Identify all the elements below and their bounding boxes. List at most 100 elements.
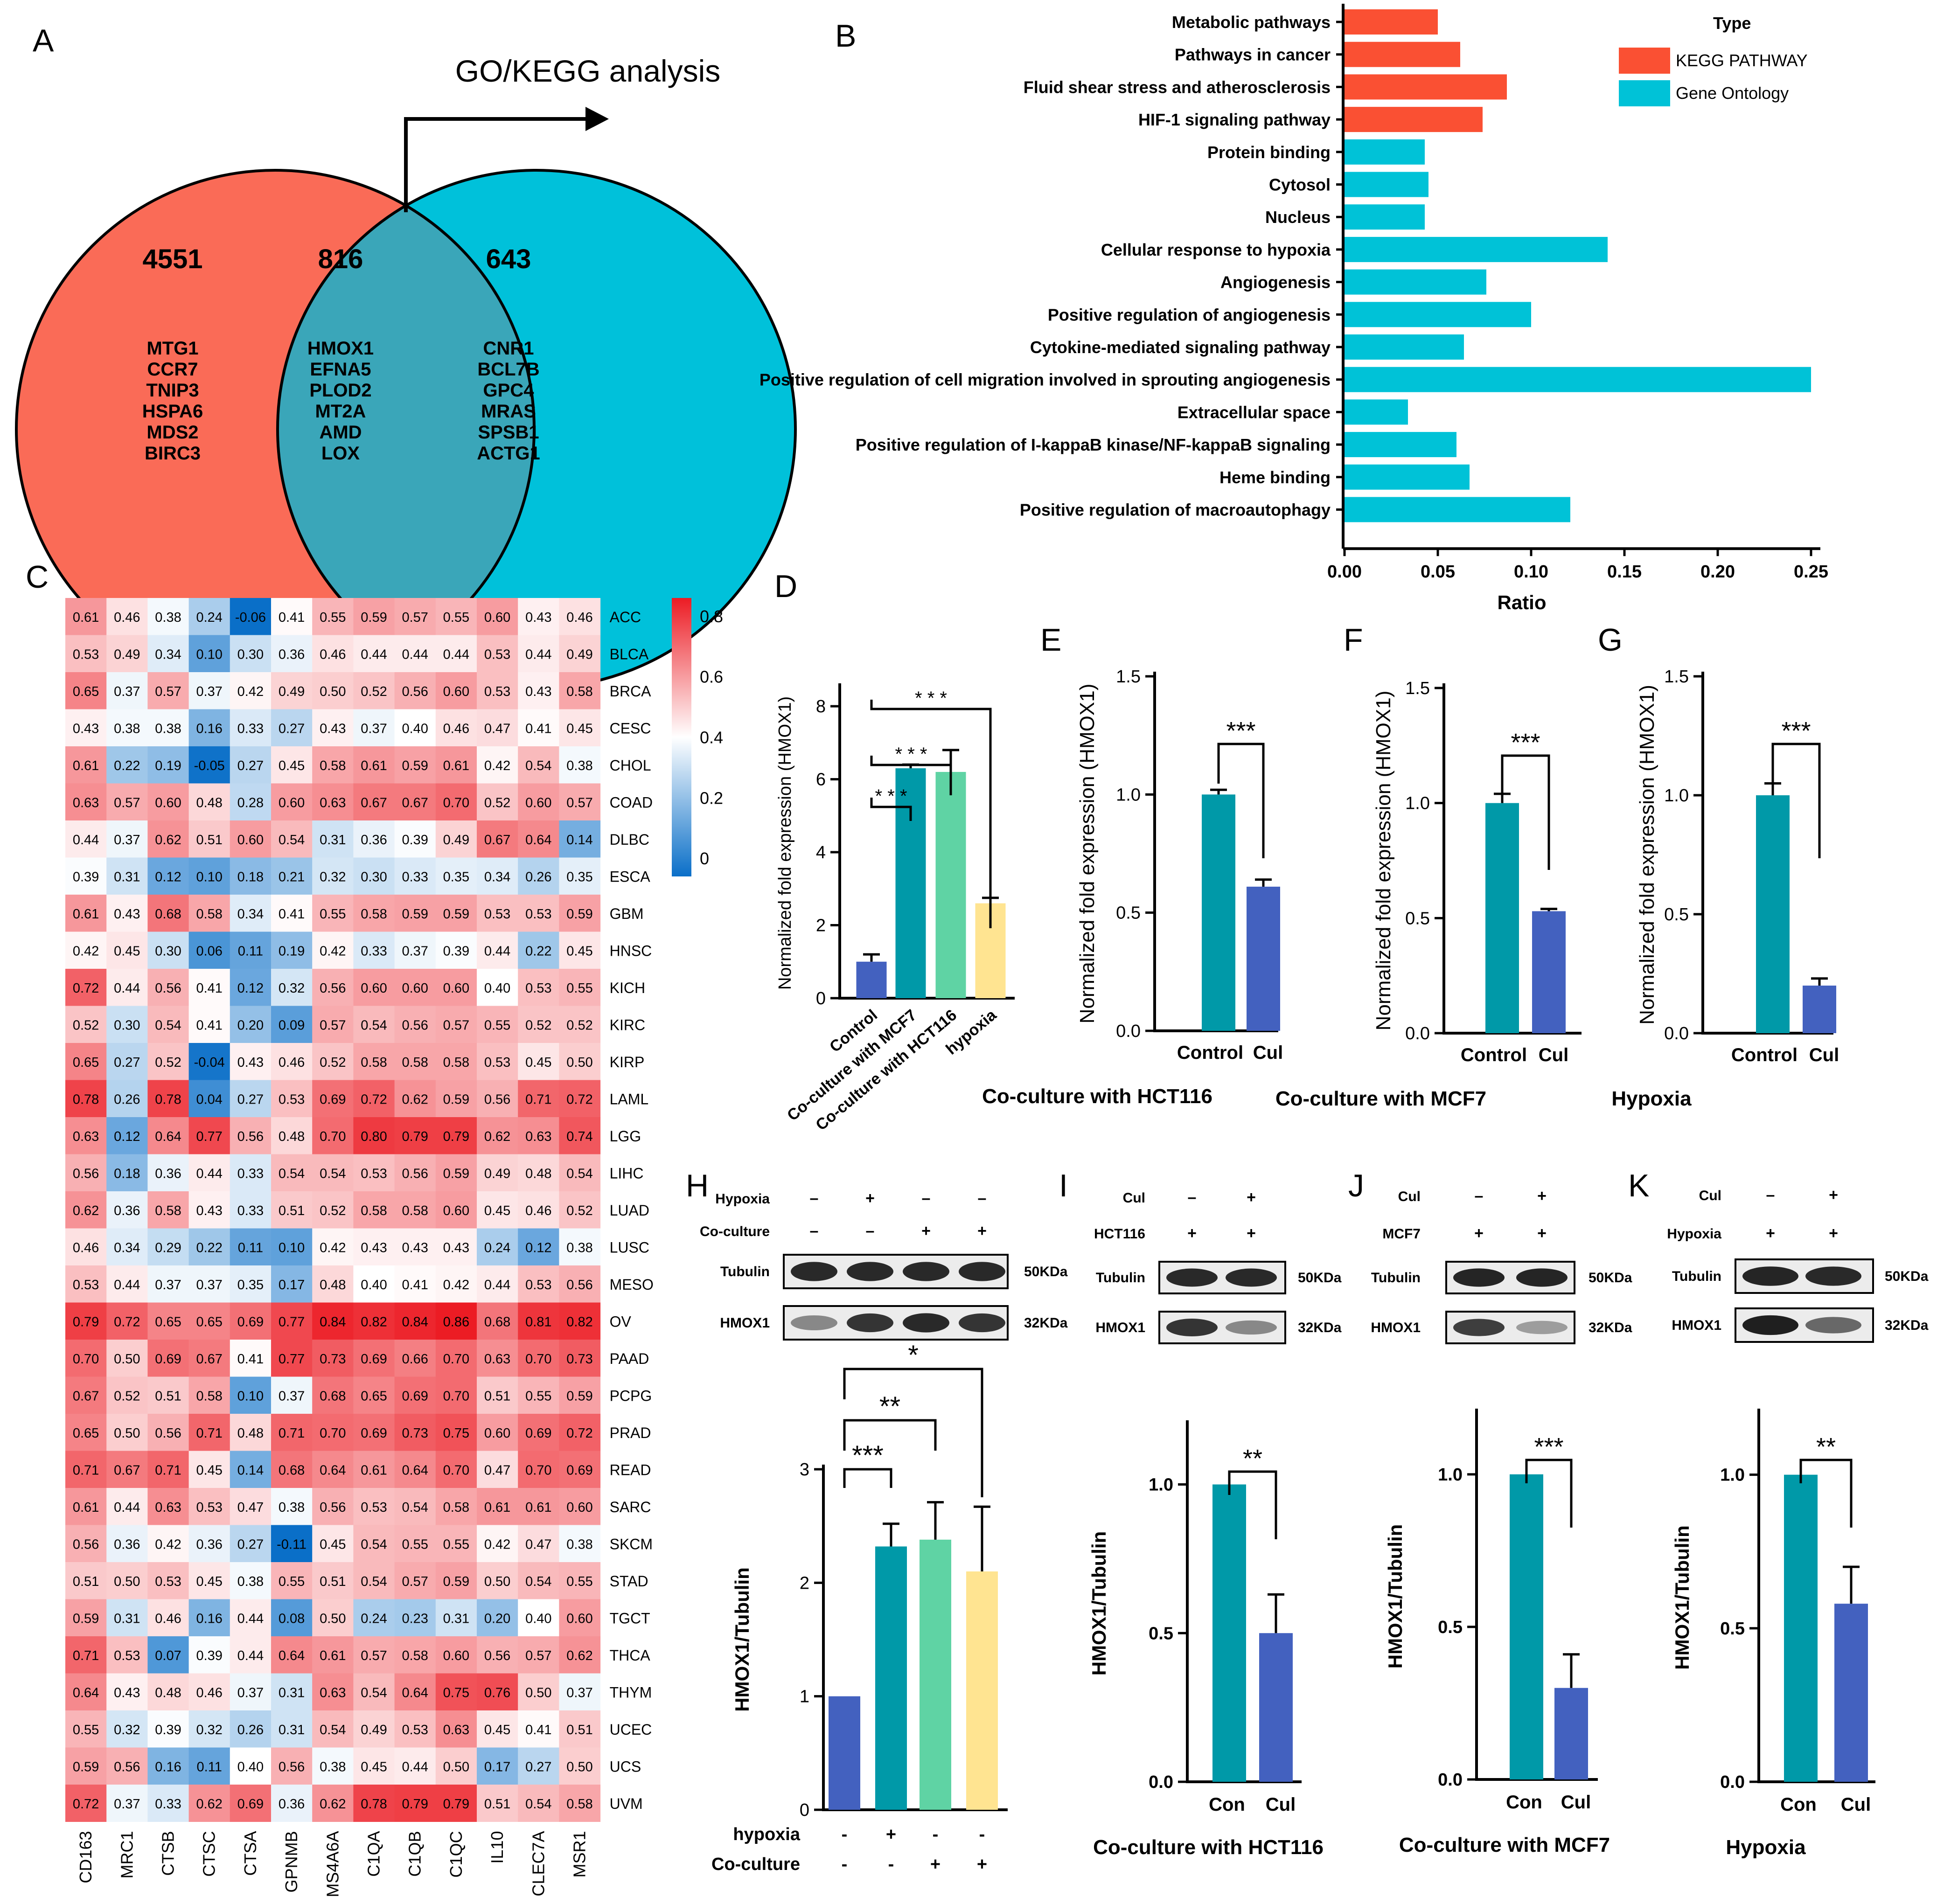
heatmap-cell — [312, 1710, 354, 1748]
heatmap-cell — [394, 1636, 436, 1674]
heatmap-value: 0.82 — [566, 1314, 592, 1329]
heatmap-value: 0.50 — [114, 1352, 140, 1367]
heatmap-value: 0.30 — [237, 647, 264, 662]
heatmap-value: 0.38 — [114, 721, 140, 736]
y-tick-label: 0 — [816, 989, 826, 1008]
heatmap-value: 0.52 — [320, 1203, 346, 1218]
heatmap-cell — [518, 1228, 559, 1266]
heatmap-value: 0.59 — [402, 758, 428, 773]
heatmap-cell — [271, 1673, 313, 1711]
heatmap-value: 0.70 — [525, 1352, 551, 1367]
heatmap-value: 0.72 — [566, 1092, 592, 1107]
venn-left-gene: MTG1 — [146, 338, 198, 359]
heatmap-cell — [435, 857, 477, 895]
heatmap-value: 0.48 — [279, 1129, 305, 1144]
heatmap-cell — [147, 1414, 189, 1451]
heatmap-cell — [230, 1488, 272, 1525]
legend-swatch — [1619, 48, 1670, 74]
heatmap-value: 0.63 — [155, 1500, 181, 1515]
significance-label: *** — [852, 1440, 884, 1471]
significance-bracket — [870, 756, 952, 795]
heatmap-cell — [188, 969, 230, 1006]
heatmap-cell — [271, 635, 313, 673]
heatmap-value: 0.81 — [525, 1314, 551, 1329]
heatmap-value: 0.46 — [196, 1685, 222, 1700]
heatmap-value: 0.69 — [361, 1426, 387, 1441]
y-tick-label: 1.0 — [1116, 785, 1141, 805]
blot-band — [1805, 1317, 1861, 1334]
condition-mark: - — [842, 1825, 848, 1844]
venn-overlap-gene: LOX — [321, 443, 360, 464]
heatmap-value: 0.74 — [566, 1129, 592, 1144]
heatmap-cell — [518, 1488, 559, 1525]
heatmap-value: 0.10 — [237, 1389, 264, 1404]
heatmap-cell — [435, 598, 477, 635]
heatmap-cell — [106, 1785, 148, 1822]
heatmap-cell — [188, 857, 230, 895]
heatmap-value: 0.55 — [320, 610, 346, 625]
category-label: Protein binding — [1207, 143, 1331, 162]
heatmap-cell — [353, 1154, 395, 1192]
bar-protein-binding — [1345, 139, 1425, 165]
heatmap-value: 0.51 — [484, 1389, 510, 1404]
heatmap-value: 0.54 — [320, 1166, 346, 1181]
heatmap-cell — [188, 1154, 230, 1192]
heatmap-value: 0.37 — [402, 944, 428, 959]
heatmap-value: 0.59 — [443, 907, 469, 922]
blot-size-label: 32KDa — [1885, 1318, 1929, 1333]
bar-angiogenesis — [1345, 269, 1486, 295]
chart-title: Co-culture with MCF7 — [1399, 1834, 1610, 1856]
panel-letter-D: D — [774, 569, 797, 604]
heatmap-cell — [188, 1451, 230, 1488]
blot-protein-label: HMOX1 — [1371, 1320, 1421, 1335]
heatmap-value: 0.56 — [155, 981, 181, 996]
row-label: LAML — [610, 1091, 649, 1107]
heatmap-value: 0.43 — [525, 610, 551, 625]
heatmap-value: 0.11 — [197, 1759, 222, 1774]
heatmap-value: 0.49 — [361, 1723, 387, 1737]
heatmap-cell — [518, 1414, 559, 1451]
column-label: MRC1 — [117, 1831, 136, 1879]
heatmap-cell — [106, 1414, 148, 1451]
blot-band — [791, 1262, 837, 1281]
chart-title: Co-culture with MCF7 — [1275, 1087, 1486, 1110]
significance-label: *** — [1781, 717, 1811, 745]
row-label: DLBC — [610, 831, 649, 848]
heatmap-value: 0.37 — [114, 684, 140, 699]
significance-label: *** — [1511, 729, 1540, 757]
heatmap-cell — [147, 598, 189, 635]
heatmap-value: 0.27 — [237, 1537, 264, 1552]
blot-band — [959, 1262, 1005, 1281]
category-label: Nucleus — [1265, 208, 1331, 227]
heatmap-cell — [559, 1117, 601, 1154]
venn-overlap-count: 816 — [318, 244, 363, 274]
heatmap-value: 0.77 — [279, 1314, 305, 1329]
y-tick-label: 0.0 — [1116, 1021, 1141, 1041]
heatmap-cell — [312, 1340, 354, 1377]
heatmap-value: 0.19 — [279, 944, 305, 959]
heatmap-value: 0.46 — [279, 1055, 305, 1070]
blot-condition-label: Co-culture — [700, 1224, 770, 1239]
row-label: UCS — [610, 1758, 641, 1775]
chart-title: Co-culture with HCT116 — [982, 1085, 1212, 1108]
heatmap-value: 0.53 — [279, 1092, 305, 1107]
bar-cul — [1532, 911, 1566, 1033]
row-label: THYM — [610, 1684, 652, 1701]
heatmap-value: 0.57 — [443, 1018, 469, 1033]
heatmap-value: 0.09 — [279, 1018, 305, 1033]
y-tick-label: 4 — [816, 843, 826, 862]
heatmap-value: 0.67 — [114, 1463, 140, 1478]
heatmap-cell — [394, 931, 436, 969]
colorbar — [672, 598, 691, 876]
heatmap-cell — [518, 969, 559, 1006]
heatmap-cell — [188, 1785, 230, 1822]
heatmap-value: 0.34 — [237, 907, 264, 922]
heatmap-cell — [271, 895, 313, 932]
heatmap-cell — [147, 746, 189, 784]
venn-overlap-gene: HMOX1 — [307, 338, 374, 359]
heatmap-cell — [518, 709, 559, 747]
venn-right-gene: MRAS — [481, 401, 536, 422]
row-label: KIRP — [610, 1054, 645, 1070]
heatmap-value: 0.43 — [237, 1055, 264, 1070]
